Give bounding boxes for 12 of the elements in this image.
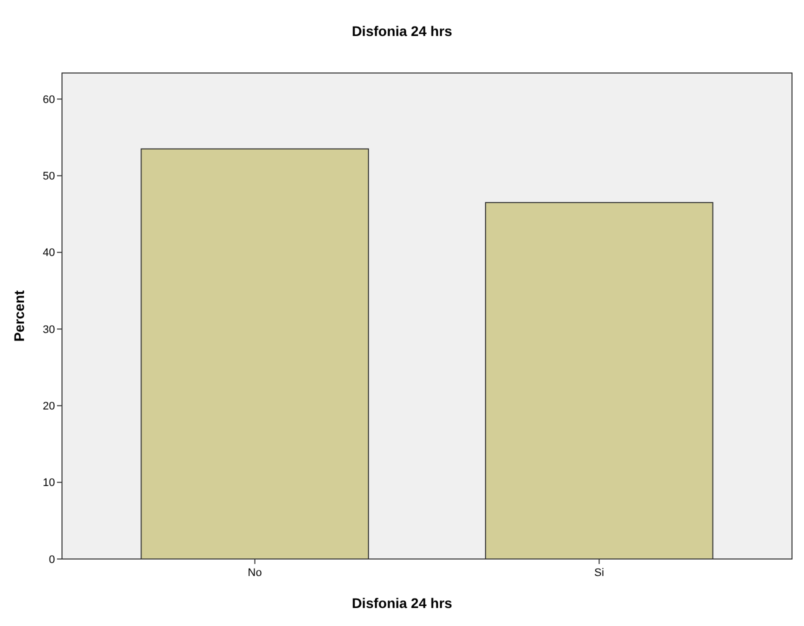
y-tick-label: 30: [42, 324, 55, 336]
y-tick-label: 10: [42, 477, 55, 490]
chart-title: Disfonia 24 hrs: [352, 23, 452, 39]
y-tick-label: 0: [48, 554, 55, 566]
x-axis-title: Disfonia 24 hrs: [352, 595, 452, 611]
y-tick-label: 20: [42, 400, 55, 413]
y-tick-label: 50: [42, 170, 55, 183]
y-axis-title: Percent: [11, 290, 27, 342]
y-tick-label: 40: [42, 247, 55, 260]
x-tick-label: No: [248, 567, 262, 579]
x-tick-label: Si: [594, 567, 604, 579]
y-tick-label: 60: [42, 94, 55, 106]
